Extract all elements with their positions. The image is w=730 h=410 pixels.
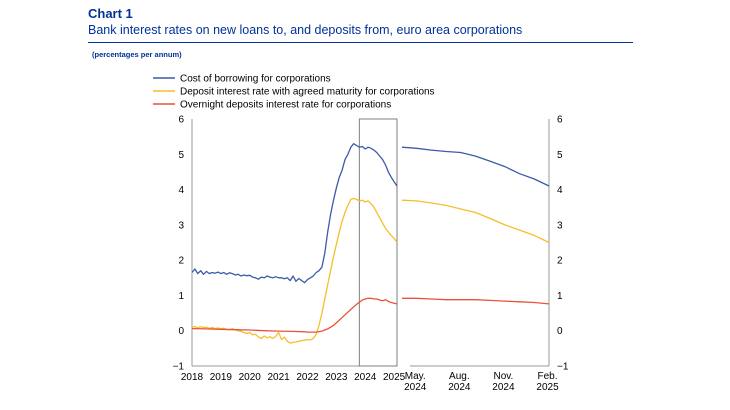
y-tick-label-right: 3 bbox=[557, 220, 563, 231]
y-tick-label-right: 5 bbox=[557, 150, 563, 161]
y-tick-label-left: 0 bbox=[178, 326, 184, 337]
y-tick-label-right: 0 bbox=[557, 326, 563, 337]
x-tick-label: 2025 bbox=[536, 382, 559, 393]
y-tick-label-left: 2 bbox=[178, 256, 184, 267]
x-tick-label: Feb. bbox=[538, 371, 558, 382]
y-tick-label-left: 4 bbox=[178, 185, 184, 196]
y-tick-label-left: 1 bbox=[178, 291, 184, 302]
history-series-line-3 bbox=[191, 297, 398, 333]
chart-title: Bank interest rates on new loans to, and… bbox=[88, 23, 523, 37]
x-tick-label: 2018 bbox=[181, 372, 204, 383]
legend-label: Overnight deposits interest rate for cor… bbox=[180, 100, 391, 111]
x-tick-label: 2024 bbox=[404, 382, 427, 393]
y-tick-label-right: 1 bbox=[557, 291, 563, 302]
x-tick-label: 2024 bbox=[448, 382, 471, 393]
y-tick-label-left: 3 bbox=[178, 220, 184, 231]
x-tick-label: 2023 bbox=[325, 372, 348, 383]
y-tick-label-right: 2 bbox=[557, 256, 563, 267]
zoom-series-line-2 bbox=[401, 199, 550, 244]
title-divider bbox=[88, 42, 633, 43]
zoom-series-line-3 bbox=[402, 297, 550, 305]
y-tick-label-left: −1 bbox=[173, 362, 185, 373]
zoom-series-line-1 bbox=[401, 146, 550, 187]
y-tick-label-left: 6 bbox=[178, 115, 184, 126]
chart-label: Chart 1 bbox=[88, 6, 133, 21]
y-tick-label-right: 4 bbox=[557, 185, 563, 196]
y-tick-label-right: −1 bbox=[557, 362, 569, 373]
x-tick-label: 2019 bbox=[210, 372, 233, 383]
x-tick-label: 2020 bbox=[239, 372, 262, 383]
history-series-line-1 bbox=[191, 143, 398, 284]
x-tick-label: 2022 bbox=[296, 372, 319, 383]
unit-note: (percentages per annum) bbox=[92, 50, 182, 59]
y-tick-label-right: 6 bbox=[557, 115, 563, 126]
x-tick-label: 2024 bbox=[492, 382, 515, 393]
x-tick-label: May. bbox=[405, 371, 426, 382]
x-tick-label: 2025 bbox=[383, 372, 406, 383]
highlight-window-box bbox=[358, 118, 398, 367]
x-tick-label: 2021 bbox=[267, 372, 290, 383]
y-tick-label-left: 5 bbox=[178, 150, 184, 161]
legend-label: Cost of borrowing for corporations bbox=[180, 74, 331, 85]
history-series-line-2 bbox=[191, 197, 398, 344]
x-tick-label: Aug. bbox=[449, 371, 470, 382]
x-tick-label: Nov. bbox=[494, 371, 514, 382]
x-tick-label: 2024 bbox=[354, 372, 377, 383]
legend-label: Deposit interest rate with agreed maturi… bbox=[180, 87, 435, 98]
